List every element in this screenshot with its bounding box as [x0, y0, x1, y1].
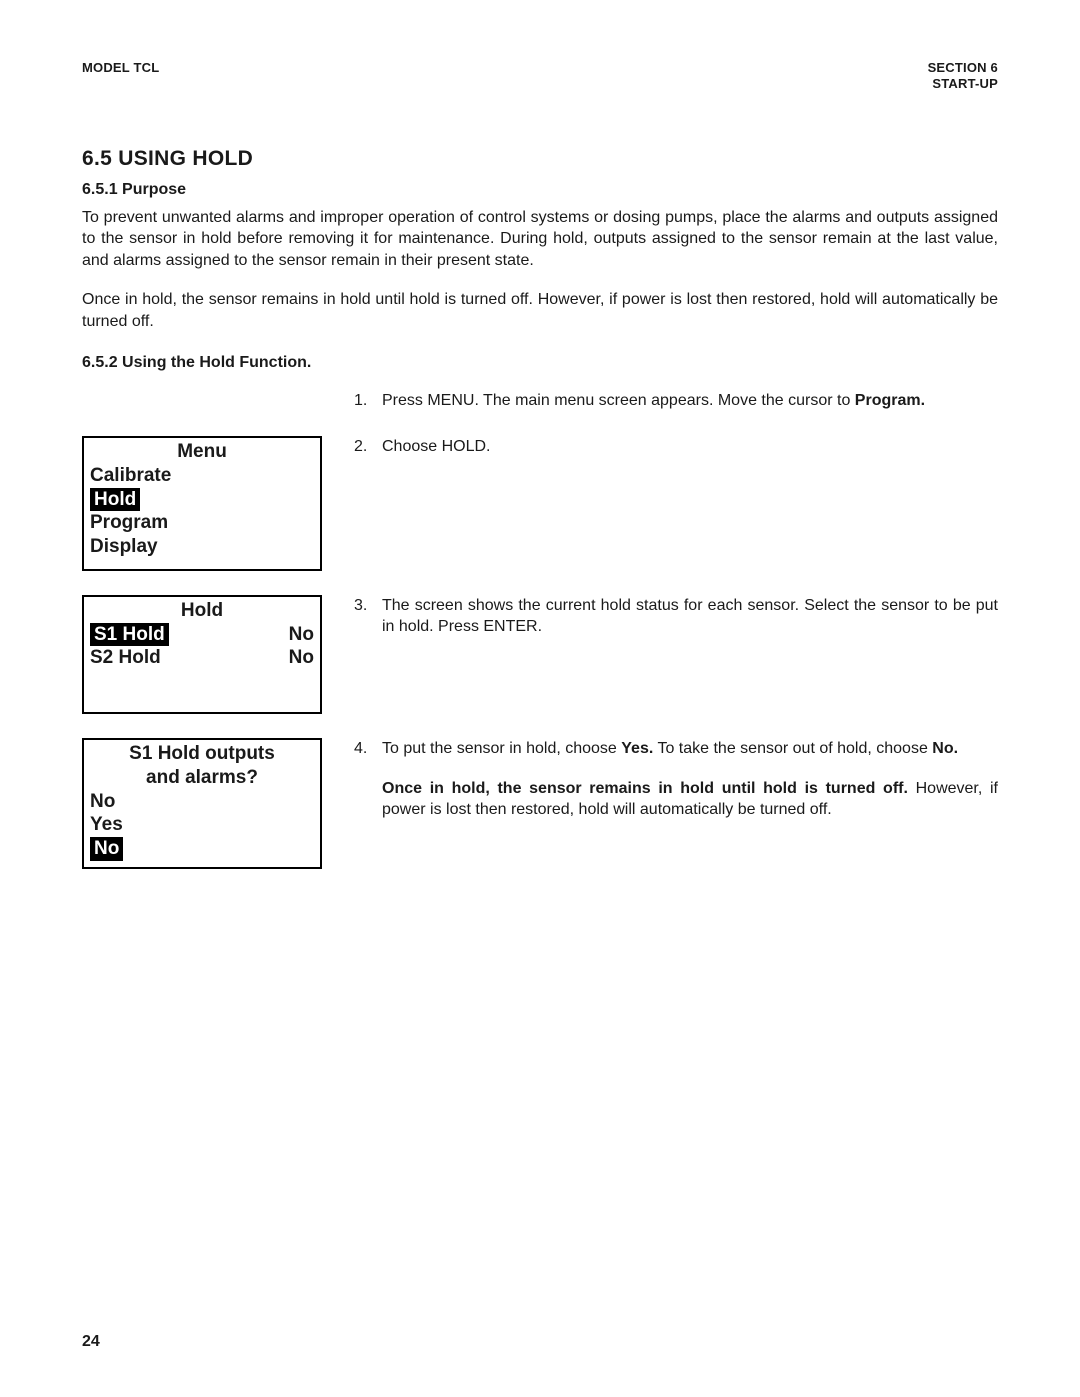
subsection-purpose-heading: 6.5.1 Purpose: [82, 181, 998, 199]
lcd-confirm-container: S1 Hold outputs and alarms? No Yes No: [82, 738, 322, 869]
step-1-right: 1. Press MENU. The main menu screen appe…: [322, 390, 998, 426]
step-2-row: Menu Calibrate Hold Program Display 2. C…: [82, 436, 998, 571]
step-4-number: 4.: [354, 738, 382, 821]
lcd-hold-s1-value: No: [289, 623, 314, 647]
lcd-menu-item-program: Program: [90, 511, 314, 535]
lcd-hold-row-1: S1 Hold No: [90, 623, 314, 647]
lcd-confirm-opt-yes: Yes: [90, 813, 314, 837]
lcd-confirm-title-1: S1 Hold outputs: [90, 742, 314, 766]
lcd-menu-container: Menu Calibrate Hold Program Display: [82, 436, 322, 571]
lcd-confirm-title-2: and alarms?: [90, 766, 314, 790]
step-3: 3. The screen shows the current hold sta…: [354, 595, 998, 638]
step-4-gap: [382, 760, 998, 778]
step-1-row: 1. Press MENU. The main menu screen appe…: [82, 390, 998, 426]
lcd-menu: Menu Calibrate Hold Program Display: [82, 436, 322, 571]
step-2-right: 2. Choose HOLD.: [322, 436, 998, 472]
lcd-hold-container: Hold S1 Hold No S2 Hold No: [82, 595, 322, 714]
purpose-paragraph-2: Once in hold, the sensor remains in hold…: [82, 289, 998, 332]
step-4-text-a: To put the sensor in hold, choose: [382, 740, 621, 757]
lcd-confirm: S1 Hold outputs and alarms? No Yes No: [82, 738, 322, 869]
step-2-text: Choose HOLD.: [382, 436, 998, 458]
lcd-menu-item-display: Display: [90, 535, 314, 559]
lcd-menu-item-hold-row: Hold: [90, 488, 314, 512]
header-right: SECTION 6 START-UP: [928, 60, 998, 93]
lcd-hold-s2-label: S2 Hold: [90, 646, 161, 670]
header-right-line1: SECTION 6: [928, 60, 998, 76]
step-3-number: 3.: [354, 595, 382, 638]
step-4-text-b: To take the sensor out of hold, choose: [653, 740, 932, 757]
lcd-hold: Hold S1 Hold No S2 Hold No: [82, 595, 322, 714]
lcd-hold-row-2: S2 Hold No: [90, 646, 314, 670]
page-number: 24: [82, 1333, 100, 1351]
step-4-text: To put the sensor in hold, choose Yes. T…: [382, 738, 998, 821]
lcd-confirm-opt-no-2-row: No: [90, 837, 314, 861]
subsection-using-heading: 6.5.2 Using the Hold Function.: [82, 354, 998, 372]
step-3-text: The screen shows the current hold status…: [382, 595, 998, 638]
document-page: MODEL TCL SECTION 6 START-UP 6.5 USING H…: [0, 0, 1080, 1397]
lcd-confirm-opt-no-1: No: [90, 790, 314, 814]
lcd-confirm-opt-no-2-selected: No: [90, 837, 123, 861]
step-1-number: 1.: [354, 390, 382, 412]
step-3-row: Hold S1 Hold No S2 Hold No 3. The screen…: [82, 595, 998, 714]
step-2-number: 2.: [354, 436, 382, 458]
step-1-bold: Program.: [855, 392, 925, 409]
header-left: MODEL TCL: [82, 60, 159, 93]
lcd-hold-title: Hold: [90, 599, 314, 623]
step-1-text: Press MENU. The main menu screen appears…: [382, 390, 998, 412]
step-1-text-a: Press MENU. The main menu screen appears…: [382, 392, 855, 409]
lcd-hold-s1-label-selected: S1 Hold: [90, 623, 169, 647]
purpose-paragraph-1: To prevent unwanted alarms and improper …: [82, 207, 998, 272]
step-4-bold-yes: Yes.: [621, 740, 653, 757]
step-2: 2. Choose HOLD.: [354, 436, 998, 458]
lcd-hold-s2-value: No: [289, 646, 314, 670]
step-4-bold-no: No.: [932, 740, 958, 757]
page-header: MODEL TCL SECTION 6 START-UP: [82, 60, 998, 93]
step-4-right: 4. To put the sensor in hold, choose Yes…: [322, 738, 998, 835]
step-1: 1. Press MENU. The main menu screen appe…: [354, 390, 998, 412]
step-4: 4. To put the sensor in hold, choose Yes…: [354, 738, 998, 821]
header-right-line2: START-UP: [928, 76, 998, 92]
step-3-right: 3. The screen shows the current hold sta…: [322, 595, 998, 652]
lcd-menu-title: Menu: [90, 440, 314, 464]
section-title: 6.5 USING HOLD: [82, 147, 998, 171]
step-4-note-bold: Once in hold, the sensor remains in hold…: [382, 780, 908, 797]
step-4-row: S1 Hold outputs and alarms? No Yes No 4.…: [82, 738, 998, 869]
lcd-menu-item-calibrate: Calibrate: [90, 464, 314, 488]
lcd-menu-item-hold-selected: Hold: [90, 488, 140, 512]
